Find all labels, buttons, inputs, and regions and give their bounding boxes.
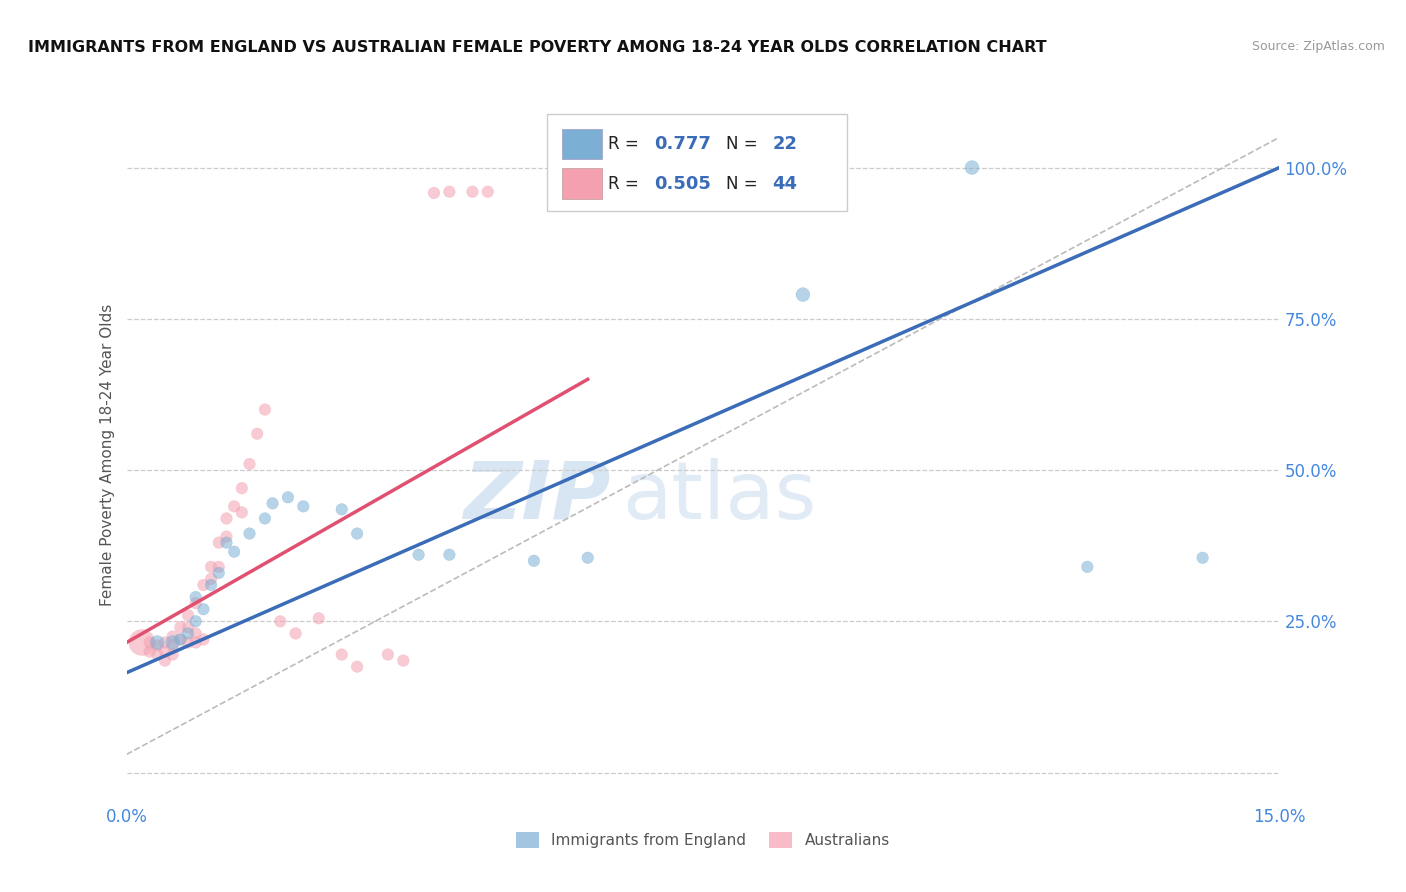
Point <box>215 530 238 544</box>
Point <box>153 644 176 658</box>
Point <box>169 620 191 634</box>
Text: N =: N = <box>725 135 763 153</box>
Point <box>200 578 222 592</box>
Point <box>439 548 461 562</box>
Point <box>177 626 200 640</box>
Point <box>162 648 184 662</box>
Point <box>960 161 983 175</box>
Text: 22: 22 <box>772 135 797 153</box>
Text: 44: 44 <box>772 175 797 193</box>
Point <box>346 526 368 541</box>
Point <box>408 548 430 562</box>
Point <box>346 659 368 673</box>
Point <box>184 615 207 629</box>
Text: 0.505: 0.505 <box>655 175 711 193</box>
Point <box>277 490 299 504</box>
Point <box>193 578 215 592</box>
Point <box>269 615 291 629</box>
Point <box>392 654 415 668</box>
Text: R =: R = <box>609 175 644 193</box>
Point <box>246 426 269 441</box>
Point <box>177 608 200 623</box>
Point <box>215 535 238 549</box>
Text: N =: N = <box>725 175 763 193</box>
Point <box>231 505 253 519</box>
Point <box>377 648 399 662</box>
Point <box>184 590 207 604</box>
Point <box>253 511 276 525</box>
Point <box>184 626 207 640</box>
Point <box>162 639 184 653</box>
Point <box>169 632 191 647</box>
Point <box>177 635 200 649</box>
Point <box>131 635 153 649</box>
Point <box>208 566 231 580</box>
Point <box>238 457 260 471</box>
Point <box>461 185 484 199</box>
Text: Source: ZipAtlas.com: Source: ZipAtlas.com <box>1251 40 1385 54</box>
Point <box>193 632 215 647</box>
Point <box>792 287 814 301</box>
Point <box>153 635 176 649</box>
FancyBboxPatch shape <box>547 114 846 211</box>
Point <box>423 186 446 200</box>
Point <box>208 535 231 549</box>
Point <box>138 635 160 649</box>
Point <box>184 596 207 610</box>
Point <box>477 185 499 199</box>
Point <box>215 511 238 525</box>
Point <box>262 496 284 510</box>
Point <box>200 572 222 586</box>
Text: ZIP: ZIP <box>464 458 610 536</box>
Point <box>576 550 599 565</box>
Text: IMMIGRANTS FROM ENGLAND VS AUSTRALIAN FEMALE POVERTY AMONG 18-24 YEAR OLDS CORRE: IMMIGRANTS FROM ENGLAND VS AUSTRALIAN FE… <box>28 40 1046 55</box>
Point <box>439 185 461 199</box>
Point <box>146 648 169 662</box>
FancyBboxPatch shape <box>562 169 602 199</box>
FancyBboxPatch shape <box>562 128 602 159</box>
Point <box>224 545 246 559</box>
Point <box>184 635 207 649</box>
Point <box>224 500 246 514</box>
Legend: Immigrants from England, Australians: Immigrants from England, Australians <box>510 826 896 855</box>
Point <box>292 500 315 514</box>
Point <box>138 644 160 658</box>
Point <box>523 554 546 568</box>
Point <box>330 648 353 662</box>
Point <box>308 611 330 625</box>
Point <box>200 559 222 574</box>
Point <box>284 626 307 640</box>
Point <box>169 632 191 647</box>
Point <box>146 635 169 649</box>
Y-axis label: Female Poverty Among 18-24 Year Olds: Female Poverty Among 18-24 Year Olds <box>100 304 115 606</box>
Point <box>153 654 176 668</box>
Point <box>193 602 215 616</box>
Point <box>330 502 353 516</box>
Point <box>231 481 253 495</box>
Point <box>1076 559 1098 574</box>
Point <box>162 635 184 649</box>
Point <box>1191 550 1213 565</box>
Text: R =: R = <box>609 135 644 153</box>
Point <box>253 402 276 417</box>
Point <box>177 620 200 634</box>
Point <box>162 629 184 643</box>
Text: 0.777: 0.777 <box>655 135 711 153</box>
Point <box>238 526 260 541</box>
Text: atlas: atlas <box>623 458 817 536</box>
Point <box>146 639 169 653</box>
Point <box>208 559 231 574</box>
